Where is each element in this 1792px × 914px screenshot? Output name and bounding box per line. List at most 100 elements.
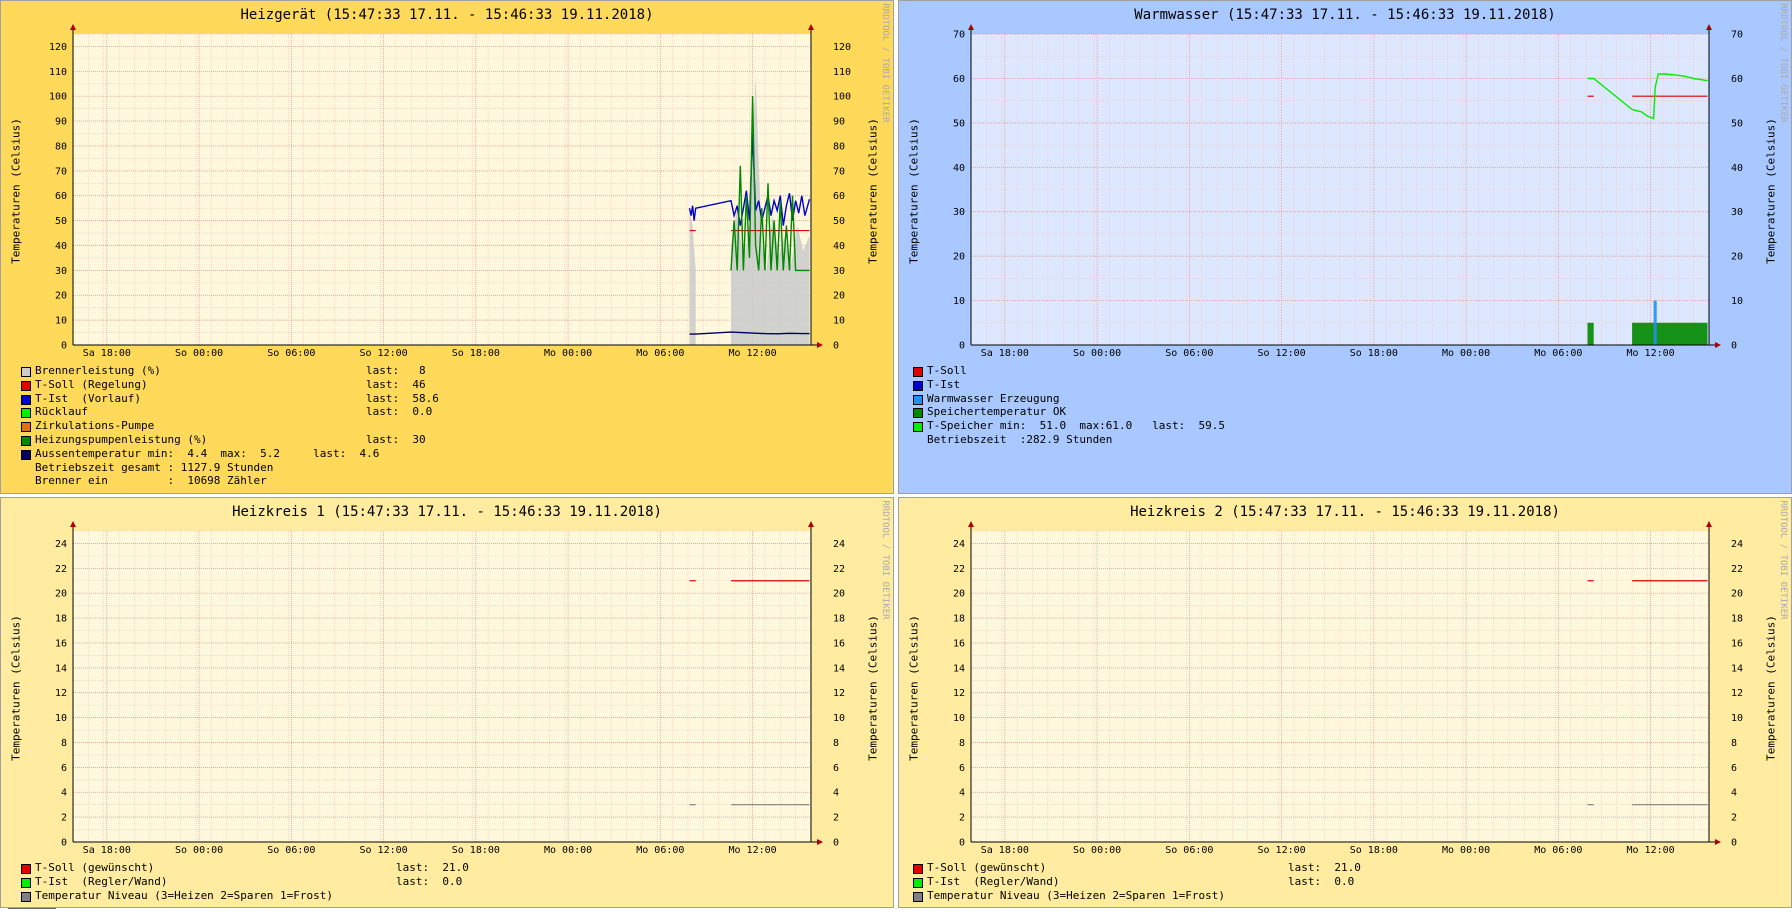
y-tick-label-left: 0 [61,341,67,352]
legend-item: Temperatur Niveau (3=Heizen 2=Sparen 1=F… [21,889,881,903]
y-tick-label-right: 4 [833,788,839,799]
y-tick-label-left: 24 [55,539,67,550]
y-tick-label-left: 24 [953,539,965,550]
legend-swatch [21,394,31,405]
y-tick-label-left: 12 [953,688,965,699]
page-footer-divider [8,908,56,913]
series-warmwasser-erzeugung [1653,300,1657,345]
legend-item: T-Ist (Regler/Wand) last: 0.0 [913,875,1773,889]
legend-swatch [21,449,31,460]
axes [70,24,823,348]
series-aussentemperatur [689,331,810,335]
y-axis-right-arrow [808,521,814,527]
legend-label: Temperatur Niveau (3=Heizen 2=Sparen 1=F… [927,888,1226,902]
y-tick-label-left: 20 [55,291,67,302]
x-tick-label: So 06:00 [267,348,315,359]
legend-label: T-Speicher min: 51.0 max:61.0 last: 59.5 [927,419,1226,433]
legend-value: last: 0.0 [1288,874,1355,888]
y-tick-label-right: 2 [1731,813,1737,824]
y-tick-label-left: 60 [953,74,965,85]
x-tick-label: So 06:00 [267,845,315,856]
y-tick-label-right: 0 [1731,341,1737,352]
x-tick-label: So 00:00 [1073,845,1121,856]
y-tick-label-left: 10 [55,316,67,327]
x-tick-label: Mo 06:00 [1534,348,1582,359]
y-tick-label-right: 60 [833,191,845,202]
y-tick-label-right: 30 [1731,207,1743,218]
y-tick-label-right: 20 [833,589,845,600]
x-tick-label: So 12:00 [1257,348,1305,359]
heizgeraet-ylabel-left: Temperaturen (Celsius) [9,118,23,264]
y-tick-label-left: 100 [49,92,67,103]
legend-item: Heizungspumpenleistung (%) last: 30 [21,433,881,447]
y-tick-label-right: 6 [833,763,839,774]
legend-swatch [913,877,923,888]
x-tick-label: So 12:00 [359,348,407,359]
legend-label: Betriebszeit gesamt : 1127.9 Stunden [35,460,274,474]
legend-item: T-Ist [913,378,1773,392]
y-tick-label-right: 20 [1731,589,1743,600]
legend-swatch [21,380,31,391]
legend-swatch [913,864,923,874]
y-axis-right-arrow [1706,521,1712,527]
y-tick-label-left: 40 [953,163,965,174]
legend-value: last: 58.6 [366,391,439,405]
y-tick-label-left: 50 [953,118,965,129]
legend-value: last: 46 [366,377,426,391]
x-tick-label: So 18:00 [1350,348,1398,359]
legend-label: T-Soll (gewünscht) [927,861,1047,874]
legend-swatch [21,864,31,874]
heizkreis2-title: Heizkreis 2 (15:47:33 17.11. - 15:46:33 … [1130,504,1560,520]
heizgeraet-title: Heizgerät (15:47:33 17.11. - 15:46:33 19… [240,7,654,23]
legend-label: Aussentemperatur min: 4.4 max: 5.2 last:… [35,446,380,460]
y-tick-label-left: 90 [55,117,67,128]
heizgeraet-legend: Brennerleistung (%) last: 8 T-Soll (Regelu… [21,364,881,488]
y-tick-label-right: 110 [833,67,851,78]
y-tick-label-right: 12 [833,688,845,699]
y-tick-label-right: 10 [833,713,845,724]
y-tick-label-right: 22 [833,564,845,575]
y-tick-label-right: 24 [833,539,845,550]
y-tick-label-left: 22 [953,564,965,575]
legend-item: T-Soll (gewünscht) last: 21.0 [21,861,881,875]
y-tick-label-right: 22 [1731,564,1743,575]
heizkreis2-ylabel-right: Temperaturen (Celsius) [1764,615,1778,761]
y-tick-label-left: 18 [55,614,67,625]
y-tick-label-left: 80 [55,141,67,152]
legend-label: Zirkulations-Pumpe [35,419,155,433]
y-tick-label-left: 110 [49,67,67,78]
plot-area [971,531,1709,842]
series-group [1587,73,1708,345]
legend-item: Betriebszeit :282.9 Stunden [913,433,1773,447]
y-tick-label-right: 0 [833,341,839,352]
legend-swatch [913,891,923,902]
heizkreis1-legend: T-Soll (gewünscht) last: 21.0 T-Ist (Regle… [21,861,881,902]
series-group [689,580,810,806]
y-tick-label-left: 16 [55,638,67,649]
legend-label: T-Ist (Vorlauf) [35,391,141,405]
y-tick-label-left: 60 [55,191,67,202]
legend-swatch [913,408,923,419]
major-grid [73,531,811,843]
series-brennerleistung [689,76,810,346]
warmwasser-legend: T-Soll T-Ist Warmwasser Erzeugung Speichert… [913,364,1773,447]
legend-item: Brenner ein : 10698 Zähler [21,474,881,488]
y-tick-label-left: 2 [61,813,67,824]
x-tick-label: Sa 18:00 [83,348,131,359]
warmwasser-title: Warmwasser (15:47:33 17.11. - 15:46:33 1… [1134,7,1556,23]
y-tick-label-right: 70 [833,166,845,177]
legend-item: T-Soll (Regelung) last: 46 [21,378,881,392]
y-tick-label-left: 0 [61,838,67,849]
y-tick-label-left: 4 [959,788,965,799]
y-tick-label-right: 100 [833,92,851,103]
y-tick-label-right: 40 [833,241,845,252]
y-tick-label-left: 120 [49,42,67,53]
x-tick-label: Mo 12:00 [1626,845,1674,856]
y-tick-label-left: 6 [959,763,965,774]
x-tick-label: Mo 06:00 [1534,845,1582,856]
y-tick-label-left: 10 [953,713,965,724]
legend-swatch [913,380,923,391]
y-tick-label-left: 22 [55,564,67,575]
